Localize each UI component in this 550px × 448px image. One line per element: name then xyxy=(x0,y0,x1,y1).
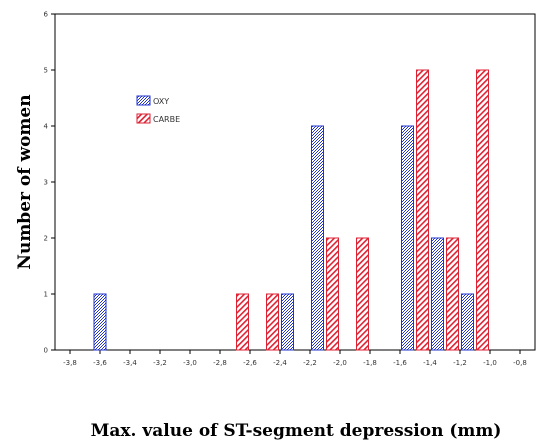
y-tick-label: 5 xyxy=(44,67,48,75)
bars xyxy=(93,69,489,351)
bar-oxy xyxy=(431,237,444,351)
bar-carbe xyxy=(476,69,489,351)
x-tick-label: -1,8 xyxy=(363,359,377,367)
y-tick-label: 6 xyxy=(44,11,49,19)
x-tick-label: -2,8 xyxy=(213,359,227,367)
y-tick-label: 0 xyxy=(44,347,48,355)
x-tick-label: -1,4 xyxy=(423,359,437,367)
x-tick-label: -3,8 xyxy=(63,359,77,367)
bar-oxy xyxy=(93,293,107,351)
x-tick-label: -1,0 xyxy=(483,359,497,367)
bar-oxy xyxy=(311,125,324,351)
bar-carbe xyxy=(266,293,279,351)
y-tick-label: 2 xyxy=(44,235,48,243)
y-axis-title: Number of women xyxy=(15,94,35,269)
y-tick-label: 1 xyxy=(44,291,48,299)
x-tick-label: -3,4 xyxy=(123,359,137,367)
x-tick-label: -2,4 xyxy=(273,359,287,367)
x-tick-label: -3,2 xyxy=(153,359,167,367)
x-tick-label: -1,2 xyxy=(453,359,467,367)
y-axis-ticks: 0 1 2 3 4 5 6 xyxy=(44,11,55,355)
bar-carbe xyxy=(446,237,459,351)
x-tick-label: -0,8 xyxy=(513,359,527,367)
bar-oxy xyxy=(281,293,294,351)
y-tick-label: 3 xyxy=(44,179,48,187)
legend-swatch-carbe xyxy=(136,113,151,124)
legend-label-oxy: OXY xyxy=(153,97,169,106)
x-tick-label: -2,6 xyxy=(243,359,257,367)
x-axis-title: Max. value of ST-segment depression (mm) xyxy=(91,421,502,441)
bar-oxy xyxy=(401,125,414,351)
x-tick-label: -1,6 xyxy=(393,359,407,367)
x-tick-label: -2,0 xyxy=(333,359,347,367)
x-tick-label: -3,6 xyxy=(93,359,107,367)
x-tick-label: -3,0 xyxy=(183,359,197,367)
legend: OXY CARBE xyxy=(136,95,180,124)
bar-oxy xyxy=(461,293,474,351)
y-tick-label: 4 xyxy=(44,123,49,131)
bar-carbe xyxy=(356,237,369,351)
x-axis-ticks: -3,8 -3,6 -3,4 -3,2 -3,0 -2,8 -2,6 -2,4 -2,2 -2,0… xyxy=(63,350,527,367)
bar-carbe xyxy=(326,237,339,351)
x-tick-label: -2,2 xyxy=(303,359,317,367)
bar-carbe xyxy=(236,293,249,351)
legend-label-carbe: CARBE xyxy=(153,115,180,124)
bar-carbe xyxy=(416,69,429,351)
legend-swatch-oxy xyxy=(136,95,151,106)
